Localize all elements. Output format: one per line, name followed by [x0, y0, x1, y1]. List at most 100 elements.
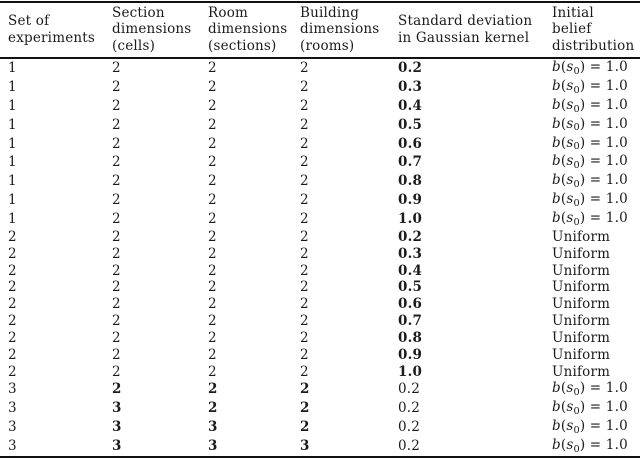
cell-room-dims: 2 — [208, 79, 217, 96]
cell-set: 1 — [8, 173, 17, 190]
cell-belief: b(s0) = 1.0 — [552, 172, 628, 190]
cell-set: 3 — [8, 419, 17, 436]
cell-std-dev: 0.5 — [398, 116, 423, 133]
table-row: 2 2 2 2 0.6 Uniform — [0, 296, 640, 313]
table-row: 2 2 2 2 0.4 Uniform — [0, 263, 640, 280]
cell-belief: b(s0) = 1.0 — [552, 115, 628, 134]
cell-room-dims: 2 — [208, 135, 217, 152]
cell-std-dev: 0.2 — [398, 381, 421, 398]
cell-room-dims: 2 — [208, 296, 217, 313]
cell-set: 2 — [8, 279, 17, 296]
table-row: 2 2 2 2 0.7 Uniform — [0, 313, 640, 330]
cell-section-dims: 2 — [112, 279, 121, 296]
cell-belief: Uniform — [552, 262, 611, 279]
cell-building-dims: 2 — [300, 329, 309, 346]
header-room-dimensions: Room dimensions (sections) — [208, 2, 300, 60]
table-row: 1 2 2 2 0.4 b(s0) = 1.0 — [0, 97, 640, 116]
table-row: 3 3 3 2 0.2 b(s0) = 1.0 — [0, 418, 640, 437]
cell-std-dev: 0.7 — [398, 313, 423, 330]
cell-section-dims: 2 — [112, 363, 121, 380]
cell-std-dev: 0.7 — [398, 154, 423, 171]
cell-std-dev: 0.9 — [398, 192, 423, 209]
table-row: 3 3 2 2 0.2 b(s0) = 1.0 — [0, 399, 640, 418]
table-row: 2 2 2 2 1.0 Uniform — [0, 364, 640, 381]
cell-std-dev: 0.5 — [398, 279, 423, 296]
cell-set: 1 — [8, 60, 17, 77]
header-section-dimensions: Section dimensions (cells) — [112, 2, 208, 60]
cell-building-dims: 2 — [300, 210, 309, 227]
table-row: 1 2 2 2 0.8 b(s0) = 1.0 — [0, 172, 640, 191]
cell-building-dims: 2 — [300, 79, 309, 96]
cell-belief: Uniform — [552, 363, 611, 380]
cell-set: 1 — [8, 97, 17, 114]
cell-set: 2 — [8, 228, 17, 245]
cell-section-dims: 2 — [112, 79, 121, 96]
cell-section-dims: 2 — [112, 97, 121, 114]
cell-room-dims: 2 — [208, 97, 217, 114]
cell-belief: Uniform — [552, 313, 611, 330]
cell-std-dev: 0.8 — [398, 173, 423, 190]
cell-std-dev: 1.0 — [398, 210, 423, 227]
cell-room-dims: 2 — [208, 116, 217, 133]
cell-set: 1 — [8, 135, 17, 152]
table-row: 2 2 2 2 0.3 Uniform — [0, 246, 640, 263]
cell-belief: b(s0) = 1.0 — [552, 59, 628, 77]
cell-room-dims: 2 — [208, 192, 217, 209]
cell-building-dims: 2 — [300, 173, 309, 190]
cell-section-dims: 2 — [112, 173, 121, 190]
cell-set: 1 — [8, 192, 17, 209]
cell-set: 2 — [8, 346, 17, 363]
cell-room-dims: 2 — [208, 173, 217, 190]
cell-section-dims: 2 — [112, 154, 121, 171]
cell-room-dims: 2 — [208, 279, 217, 296]
cell-building-dims: 2 — [300, 135, 309, 152]
cell-std-dev: 0.8 — [398, 329, 423, 346]
cell-section-dims: 2 — [112, 245, 121, 262]
cell-section-dims: 2 — [112, 228, 121, 245]
cell-belief: b(s0) = 1.0 — [552, 418, 628, 436]
cell-building-dims: 2 — [300, 60, 309, 77]
cell-room-dims: 2 — [208, 228, 217, 245]
cell-building-dims: 2 — [300, 346, 309, 363]
cell-building-dims: 2 — [300, 296, 309, 313]
table-row: 1 2 2 2 0.2 b(s0) = 1.0 — [0, 58, 640, 78]
cell-set: 3 — [8, 400, 17, 417]
cell-section-dims: 2 — [112, 313, 121, 330]
cell-section-dims: 2 — [112, 262, 121, 279]
table-row: 1 2 2 2 0.9 b(s0) = 1.0 — [0, 191, 640, 210]
header-standard-deviation: Standard deviation in Gaussian kernel — [398, 2, 552, 60]
cell-room-dims: 3 — [208, 437, 218, 454]
cell-set: 2 — [8, 363, 17, 380]
cell-section-dims: 2 — [112, 192, 121, 209]
cell-belief: b(s0) = 1.0 — [552, 209, 628, 228]
cell-room-dims: 2 — [208, 154, 217, 171]
cell-belief: Uniform — [552, 228, 611, 245]
cell-building-dims: 2 — [300, 313, 309, 330]
cell-room-dims: 2 — [208, 346, 217, 363]
cell-std-dev: 0.9 — [398, 346, 423, 363]
cell-belief: Uniform — [552, 245, 611, 262]
cell-set: 2 — [8, 296, 17, 313]
cell-std-dev: 1.0 — [398, 363, 423, 380]
cell-section-dims: 2 — [112, 60, 121, 77]
cell-room-dims: 3 — [208, 419, 218, 436]
cell-std-dev: 0.3 — [398, 79, 423, 96]
cell-belief: b(s0) = 1.0 — [552, 436, 628, 455]
cell-room-dims: 2 — [208, 381, 218, 398]
cell-building-dims: 2 — [300, 245, 309, 262]
cell-belief: b(s0) = 1.0 — [552, 134, 628, 153]
cell-belief: b(s0) = 1.0 — [552, 153, 628, 172]
cell-std-dev: 0.4 — [398, 97, 423, 114]
cell-building-dims: 2 — [300, 363, 309, 380]
cell-belief: Uniform — [552, 279, 611, 296]
cell-belief: Uniform — [552, 296, 611, 313]
cell-section-dims: 2 — [112, 116, 121, 133]
table-row: 2 2 2 2 0.5 Uniform — [0, 279, 640, 296]
cell-building-dims: 2 — [300, 228, 309, 245]
table-row: 2 2 2 2 0.8 Uniform — [0, 330, 640, 347]
cell-set: 2 — [8, 262, 17, 279]
cell-belief: b(s0) = 1.0 — [552, 78, 628, 96]
cell-std-dev: 0.2 — [398, 228, 423, 245]
cell-set: 1 — [8, 154, 17, 171]
cell-belief: Uniform — [552, 346, 611, 363]
